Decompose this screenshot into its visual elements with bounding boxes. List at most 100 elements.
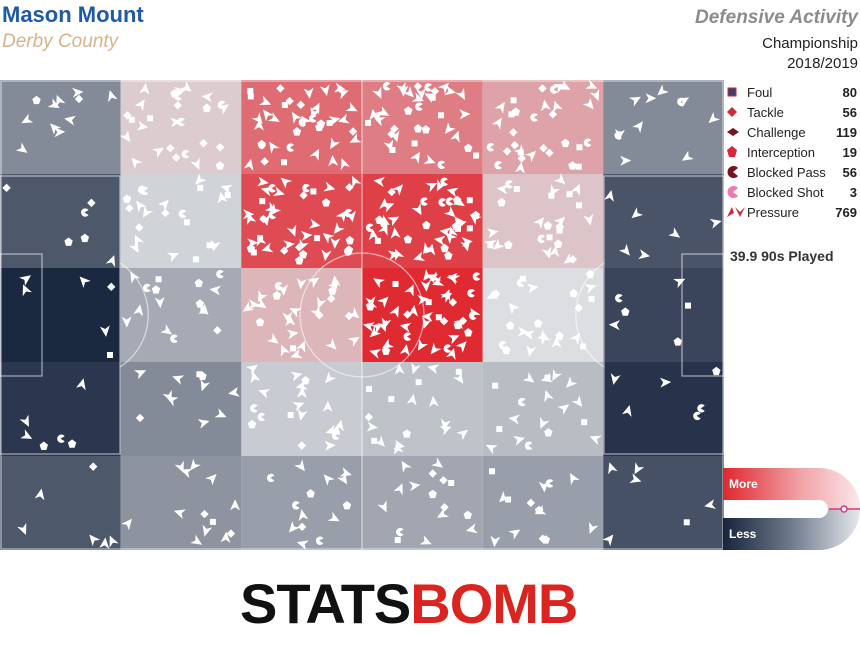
pressure-marker bbox=[455, 88, 465, 100]
pressure-marker bbox=[444, 85, 457, 96]
pressure-marker bbox=[589, 521, 599, 534]
blocked-pass-marker bbox=[693, 411, 701, 421]
pressure-marker bbox=[372, 86, 382, 99]
pressure-marker bbox=[582, 97, 594, 110]
pressure-marker bbox=[459, 109, 471, 120]
blocked-pass-marker bbox=[257, 412, 266, 422]
pressure-marker bbox=[485, 444, 498, 455]
foul-marker bbox=[259, 198, 266, 205]
blocked-pass-marker bbox=[505, 180, 513, 189]
logo-part-1: STATS bbox=[240, 572, 411, 635]
foul-marker bbox=[580, 343, 587, 350]
pressure-marker bbox=[15, 142, 28, 153]
pressure-marker bbox=[296, 540, 309, 550]
legend-row-challenge: Challenge 119 bbox=[727, 122, 857, 142]
tackle-marker bbox=[297, 522, 307, 532]
pressure-marker bbox=[310, 106, 320, 119]
pressure-marker bbox=[119, 130, 131, 143]
interception-marker bbox=[464, 143, 473, 153]
tackle-marker bbox=[458, 316, 468, 326]
blocked-pass-marker bbox=[415, 102, 423, 111]
heatmap-cell bbox=[482, 80, 604, 174]
foul-marker bbox=[183, 219, 190, 226]
pressure-marker bbox=[431, 457, 443, 468]
blocked-pass-marker bbox=[437, 160, 446, 169]
pressure-marker bbox=[139, 83, 150, 95]
pressure-marker bbox=[166, 252, 179, 262]
foul-marker bbox=[281, 102, 288, 109]
pressure-marker bbox=[257, 176, 269, 187]
pressure-marker bbox=[553, 173, 566, 185]
pressure-marker bbox=[362, 322, 375, 332]
pressure-marker bbox=[197, 419, 210, 429]
pitch-heatmap bbox=[0, 80, 724, 550]
heatmap-cell bbox=[0, 174, 121, 268]
pressure-marker bbox=[330, 137, 341, 150]
blocked-pass-marker bbox=[170, 334, 178, 343]
tackle-marker bbox=[2, 183, 11, 193]
pressure-marker bbox=[553, 84, 566, 94]
pressure-marker bbox=[406, 393, 417, 406]
foul-marker bbox=[473, 152, 480, 159]
blocked-pass-marker bbox=[494, 161, 502, 170]
pressure-marker bbox=[526, 283, 539, 294]
pressure-marker bbox=[307, 277, 320, 288]
pressure-marker bbox=[322, 400, 333, 412]
pressure-marker bbox=[286, 224, 297, 237]
foul-marker bbox=[435, 314, 442, 321]
pressure-marker bbox=[461, 237, 473, 247]
pressure-marker bbox=[280, 344, 291, 357]
pressure-marker bbox=[373, 435, 385, 447]
interception-marker bbox=[151, 285, 161, 294]
tackle-marker bbox=[387, 187, 396, 197]
pressure-marker bbox=[373, 177, 385, 187]
pressure-marker bbox=[465, 523, 478, 534]
foul-marker bbox=[365, 385, 372, 392]
pressure-marker bbox=[297, 408, 308, 421]
left-six-yard-box bbox=[0, 253, 43, 377]
pressure-marker bbox=[269, 141, 280, 154]
interception-marker bbox=[122, 194, 132, 203]
pressure-marker bbox=[411, 362, 421, 375]
pressure-marker bbox=[452, 196, 465, 207]
pressure-marker bbox=[454, 220, 467, 230]
tackle-marker bbox=[135, 413, 145, 423]
blocked-pass-marker bbox=[382, 82, 391, 91]
foul-marker bbox=[394, 537, 401, 544]
foul-marker bbox=[224, 192, 231, 199]
pressure-marker bbox=[610, 373, 621, 385]
legend-row-foul: Foul 80 bbox=[727, 82, 857, 102]
blocked-pass-marker bbox=[80, 208, 89, 217]
pressure-marker bbox=[121, 518, 132, 531]
tackle-marker bbox=[439, 476, 448, 485]
pressure-marker bbox=[410, 151, 420, 164]
pressure-marker bbox=[349, 133, 362, 143]
foul-marker bbox=[575, 163, 582, 170]
pressure-marker bbox=[393, 483, 403, 496]
pressure-marker bbox=[589, 88, 600, 101]
pressure-marker bbox=[292, 402, 305, 412]
tackle-marker bbox=[403, 310, 412, 319]
pressure-marker bbox=[324, 440, 336, 451]
pressure-marker bbox=[19, 414, 29, 427]
pressure-marker bbox=[346, 210, 356, 223]
blocked-pass-marker bbox=[486, 143, 495, 152]
blocked-pass-marker bbox=[315, 536, 324, 545]
pressure-marker bbox=[300, 231, 313, 241]
interception-marker bbox=[586, 269, 595, 279]
interception-marker bbox=[247, 419, 257, 429]
pressure-marker bbox=[540, 416, 550, 429]
pressure-marker bbox=[709, 218, 722, 229]
pressure-marker bbox=[285, 314, 296, 326]
interception-marker bbox=[497, 197, 506, 207]
pressure-marker bbox=[190, 534, 203, 545]
pressure-marker bbox=[583, 213, 594, 226]
pressure-marker bbox=[387, 216, 400, 227]
pressure-marker bbox=[261, 242, 274, 253]
interception-marker bbox=[541, 535, 550, 544]
blocked-pass-marker bbox=[57, 434, 65, 443]
blocked-pass-marker bbox=[517, 397, 526, 407]
interception-marker bbox=[553, 239, 563, 248]
tackle-marker bbox=[545, 148, 554, 158]
pressure-marker bbox=[602, 534, 614, 547]
